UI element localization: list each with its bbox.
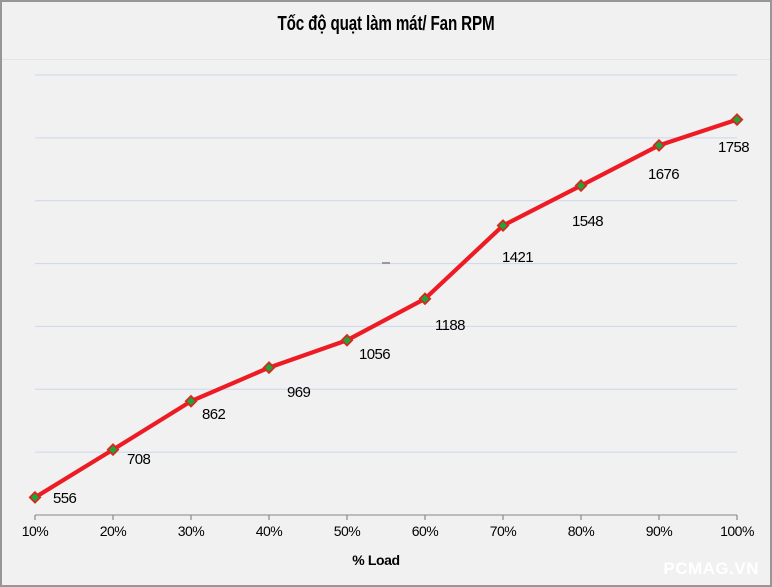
series-line-fan-rpm <box>32 117 740 500</box>
watermark-text: PCMAG.VN <box>663 559 759 578</box>
title-divider <box>2 59 770 60</box>
data-label: 862 <box>202 406 226 424</box>
data-label: 556 <box>53 490 77 508</box>
x-tick-label: 20% <box>99 523 127 539</box>
data-point-marker <box>574 179 588 193</box>
data-label: 969 <box>287 383 311 401</box>
x-tick-label: 30% <box>177 523 205 539</box>
x-tick-label: 90% <box>645 523 673 539</box>
data-label: 1421 <box>502 248 534 266</box>
data-point-marker <box>730 113 744 127</box>
chart-title: Tốc độ quạt làm mát/ Fan RPM <box>277 13 495 35</box>
x-tick-label: 100% <box>720 523 754 539</box>
x-tick-label: 80% <box>567 523 595 539</box>
data-point-marker <box>106 443 120 457</box>
data-point-marker <box>340 333 354 347</box>
x-tick-label: 50% <box>333 523 361 539</box>
x-tick-label: 40% <box>255 523 283 539</box>
data-point-marker <box>496 219 510 233</box>
x-tick-label: 60% <box>411 523 439 539</box>
data-point-marker <box>28 490 42 504</box>
data-point-marker <box>418 292 432 306</box>
x-tick-label: 10% <box>21 523 49 539</box>
data-label: 1676 <box>648 166 680 184</box>
data-label: 1758 <box>718 138 750 156</box>
data-label: 1056 <box>359 346 391 364</box>
x-tick-label: 70% <box>489 523 517 539</box>
data-label: 1188 <box>435 316 465 334</box>
data-label: 1548 <box>572 212 604 230</box>
minor-tick-dash <box>382 262 390 264</box>
data-point-marker <box>652 138 666 152</box>
data-point-marker <box>262 361 276 375</box>
data-label: 708 <box>127 450 151 468</box>
data-point-marker <box>184 394 198 408</box>
x-axis-title: % Load <box>352 552 400 568</box>
